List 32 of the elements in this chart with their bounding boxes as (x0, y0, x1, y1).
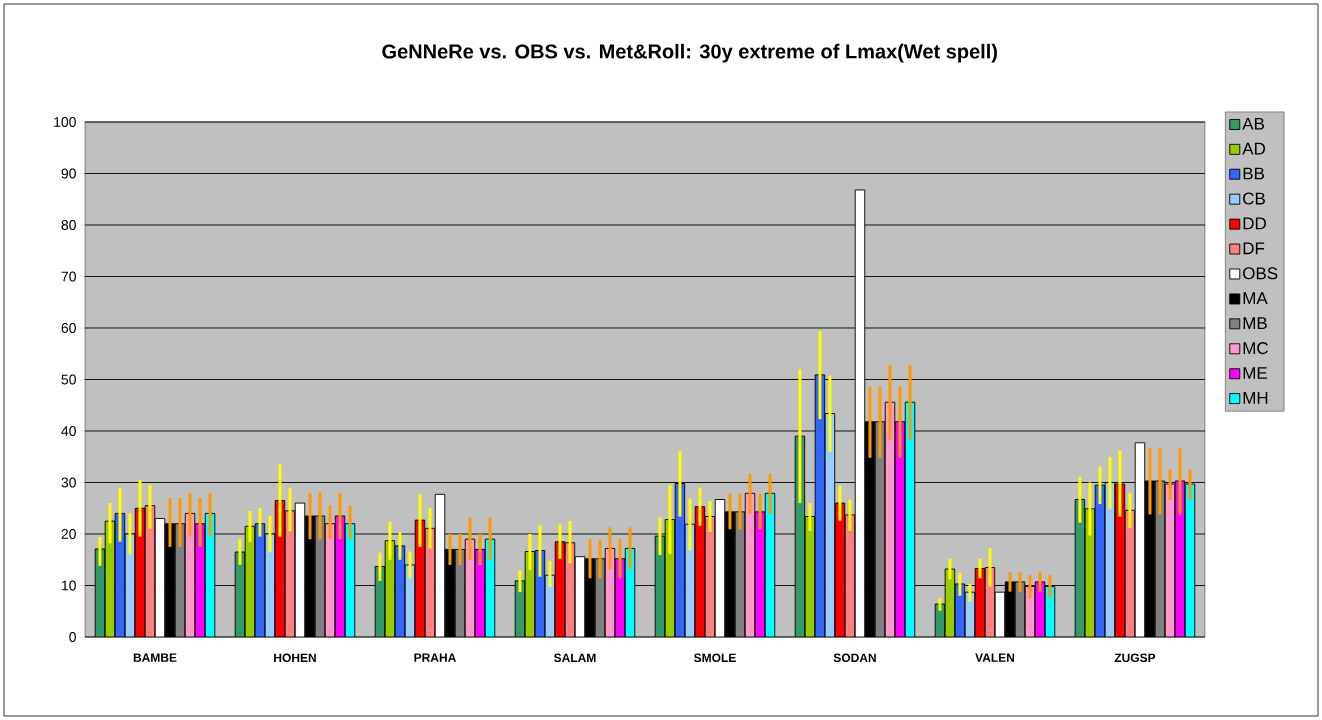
legend-label: CB (1243, 192, 1265, 205)
x-tick-label: PRAHA (414, 653, 456, 662)
y-tick-label: 20 (61, 529, 76, 539)
y-tick-label: 100 (54, 117, 76, 127)
x-tick-label: SALAM (554, 653, 596, 663)
x-tick-label: SMOLE (693, 653, 736, 663)
legend-label: AB (1242, 117, 1264, 130)
y-tick-label: 30 (61, 477, 76, 488)
x-tick-label: SODAN (833, 653, 876, 663)
y-tick-label: 50 (61, 374, 76, 385)
chart-title: GeNNeRe vs. OBS vs. Met&Roll: 30y extreme of Lmax(Wet spell) (382, 43, 997, 63)
legend-label: DD (1243, 217, 1266, 230)
y-tick-label: 0 (69, 632, 76, 642)
y-tick-label: 90 (61, 168, 76, 179)
legend-label: BB (1243, 167, 1264, 180)
y-tick-label: 70 (61, 271, 76, 282)
y-tick-label: 80 (61, 220, 76, 230)
legend-label: MB (1243, 317, 1267, 329)
x-tick-label: HOHEN (274, 653, 316, 663)
x-tick-label: VALEN (975, 653, 1015, 662)
legend-label: MA (1243, 292, 1268, 305)
x-tick-label: BAMBE (133, 653, 177, 662)
legend-label: OBS (1243, 267, 1278, 280)
legend-label: AD (1242, 142, 1266, 155)
y-tick-label: 60 (61, 323, 76, 333)
y-tick-label: 10 (61, 580, 76, 591)
x-tick-label: ZUGSP (1114, 653, 1156, 663)
legend-label: DF (1243, 242, 1265, 255)
legend-label: MH (1243, 392, 1268, 404)
y-tick-label: 40 (61, 426, 76, 436)
legend-label: MC (1243, 342, 1268, 355)
legend-label: ME (1243, 367, 1267, 379)
